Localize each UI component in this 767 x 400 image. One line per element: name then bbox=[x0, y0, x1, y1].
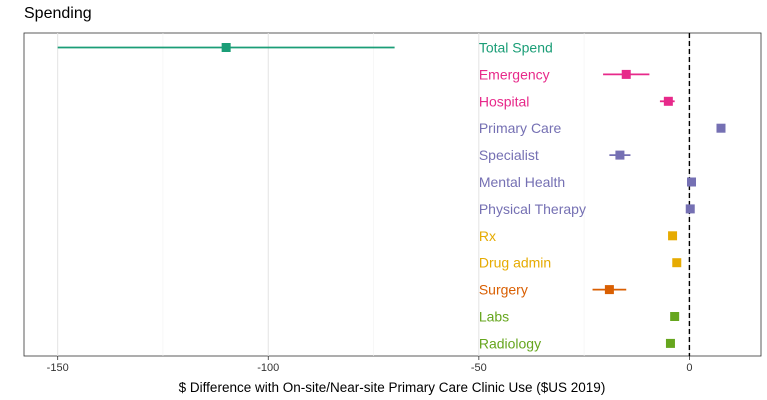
point-estimate bbox=[685, 204, 695, 214]
point-estimate bbox=[604, 285, 614, 295]
category-label: Mental Health bbox=[479, 174, 565, 190]
category-labels-layer: Total Spend Emergency Hospital Primary Care… bbox=[479, 40, 586, 352]
category-label: Specialist bbox=[479, 147, 539, 163]
category-label: Radiology bbox=[479, 335, 541, 351]
point-estimate bbox=[615, 150, 625, 160]
x-tick-label: -50 bbox=[471, 362, 487, 374]
point-estimate bbox=[621, 69, 631, 79]
category-label: Drug admin bbox=[479, 255, 551, 271]
plot-panel bbox=[23, 32, 762, 357]
x-ticks-layer: -150 -100 -50 0 bbox=[47, 356, 692, 374]
category-label: Rx bbox=[479, 228, 496, 244]
category-label: Primary Care bbox=[479, 120, 562, 136]
point-estimate bbox=[663, 96, 673, 106]
x-axis-title: $ Difference with On-site/Near-site Prim… bbox=[179, 380, 606, 395]
category-label: Surgery bbox=[479, 282, 528, 298]
x-tick-label: -150 bbox=[47, 362, 69, 374]
marks-layer bbox=[57, 43, 726, 348]
x-tick-label: 0 bbox=[686, 362, 692, 374]
point-estimate bbox=[670, 312, 680, 321]
point-estimate bbox=[672, 258, 682, 268]
chart-title: Spending bbox=[24, 5, 92, 22]
point-estimate bbox=[665, 338, 675, 348]
point-estimate bbox=[221, 43, 231, 52]
point-estimate bbox=[716, 123, 726, 133]
category-label: Hospital bbox=[479, 93, 530, 109]
point-estimate bbox=[687, 177, 697, 187]
category-label: Physical Therapy bbox=[479, 201, 586, 217]
category-label: Labs bbox=[479, 309, 509, 325]
x-tick-label: -100 bbox=[257, 362, 279, 374]
category-label: Emergency bbox=[479, 66, 550, 82]
category-label: Total Spend bbox=[479, 40, 553, 56]
point-estimate bbox=[668, 231, 678, 241]
